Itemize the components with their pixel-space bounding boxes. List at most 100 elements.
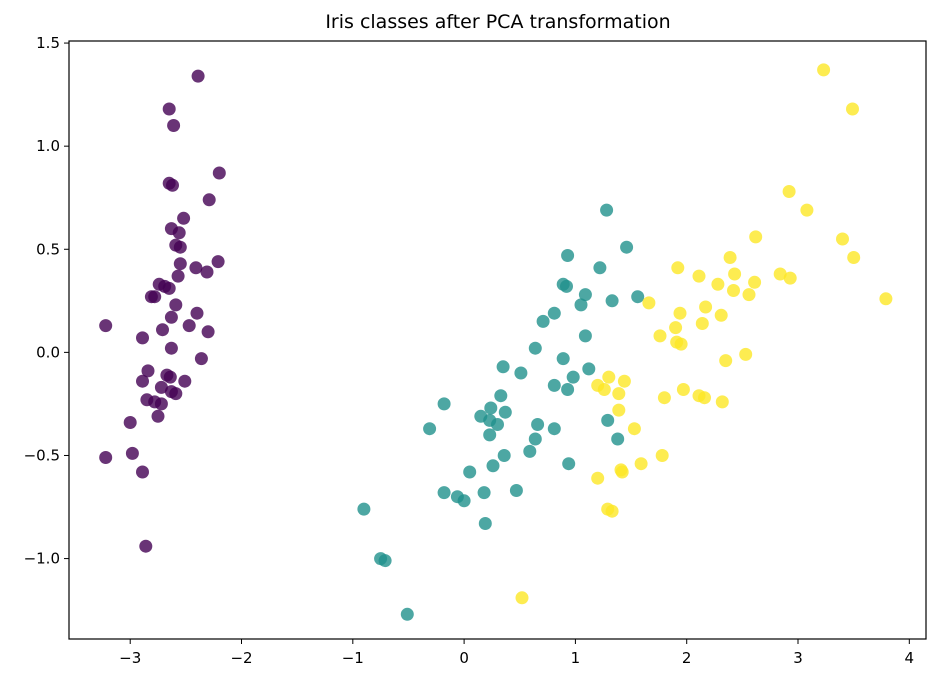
data-point — [136, 465, 149, 479]
data-point — [719, 354, 733, 368]
data-point — [99, 319, 113, 333]
data-point — [156, 323, 169, 337]
data-point — [674, 337, 688, 351]
data-point — [200, 265, 214, 279]
data-point — [125, 446, 139, 460]
data-point — [136, 374, 149, 388]
data-point — [400, 607, 414, 621]
data-point — [714, 308, 728, 322]
data-point — [627, 422, 641, 436]
data-point — [154, 380, 168, 394]
data-point — [836, 232, 849, 246]
data-point — [800, 203, 814, 217]
data-point — [191, 69, 205, 83]
data-point — [201, 325, 215, 339]
y-tick-label: 0.5 — [36, 240, 60, 258]
data-point — [173, 257, 187, 271]
data-point — [164, 310, 178, 324]
data-point — [739, 347, 753, 361]
y-tick-label: −0.5 — [24, 446, 60, 464]
data-point — [172, 226, 186, 240]
data-point — [748, 275, 762, 289]
data-point — [139, 539, 153, 553]
data-point — [578, 329, 592, 343]
data-point — [673, 306, 687, 320]
data-point — [560, 279, 573, 293]
data-point — [742, 288, 756, 302]
data-point — [562, 457, 576, 471]
data-point — [711, 277, 725, 291]
data-point — [715, 395, 729, 409]
data-point — [692, 269, 706, 283]
data-point — [477, 486, 491, 500]
data-point — [561, 249, 575, 262]
data-point — [631, 290, 645, 304]
data-point — [141, 364, 155, 378]
data-point — [617, 374, 631, 388]
y-tick-label: 0.0 — [36, 343, 60, 361]
series-2 — [357, 203, 645, 621]
data-point — [601, 413, 615, 427]
data-point — [783, 271, 797, 285]
data-point — [171, 269, 185, 283]
data-point — [457, 494, 471, 508]
chart-title: Iris classes after PCA transformation — [325, 11, 670, 33]
data-point — [166, 178, 179, 192]
data-point — [699, 300, 713, 314]
data-point — [727, 284, 740, 297]
data-point — [817, 63, 831, 77]
data-point — [528, 341, 542, 355]
data-point — [423, 422, 437, 436]
data-point — [547, 378, 561, 392]
data-point — [509, 484, 523, 497]
data-point — [162, 281, 176, 295]
data-point — [491, 418, 504, 431]
data-point — [194, 352, 208, 366]
data-point — [496, 360, 510, 374]
data-point — [154, 397, 168, 411]
data-point — [212, 166, 226, 180]
data-point — [144, 290, 158, 304]
data-point — [642, 296, 656, 310]
data-point — [847, 251, 861, 264]
data-point — [782, 185, 796, 198]
x-tick-label: 1 — [571, 649, 581, 667]
data-point — [136, 331, 149, 345]
data-point — [698, 391, 711, 405]
data-point — [657, 391, 671, 405]
x-tick-label: 3 — [793, 649, 803, 667]
data-point — [478, 517, 492, 530]
data-point — [547, 306, 561, 320]
data-point — [515, 591, 529, 605]
data-point — [597, 383, 611, 396]
data-point — [357, 502, 371, 516]
data-point — [486, 459, 500, 473]
data-point — [612, 403, 626, 417]
data-point — [846, 102, 859, 116]
data-point — [151, 409, 165, 423]
data-point — [615, 465, 629, 479]
series-1 — [99, 69, 226, 553]
data-point — [600, 203, 614, 217]
x-tick-label: 0 — [459, 649, 469, 667]
data-point — [605, 504, 619, 518]
y-tick-label: 1.0 — [36, 137, 60, 155]
data-point — [190, 306, 204, 320]
data-point — [536, 314, 550, 328]
data-point — [173, 240, 187, 254]
data-point — [514, 366, 528, 380]
data-point — [578, 288, 592, 302]
data-point — [728, 267, 742, 281]
data-point — [167, 119, 181, 132]
data-point — [556, 352, 570, 366]
data-point — [463, 465, 477, 479]
y-tick-label: 1.5 — [36, 34, 60, 52]
y-axis-ticks: −1.0 −0.5 0.0 0.5 1.0 1.5 — [24, 34, 69, 568]
data-point — [523, 444, 537, 458]
data-point — [202, 193, 216, 207]
data-point — [182, 319, 196, 333]
data-point — [561, 383, 575, 396]
x-axis-ticks: −3 −2 −1 0 1 2 3 4 — [119, 639, 914, 667]
